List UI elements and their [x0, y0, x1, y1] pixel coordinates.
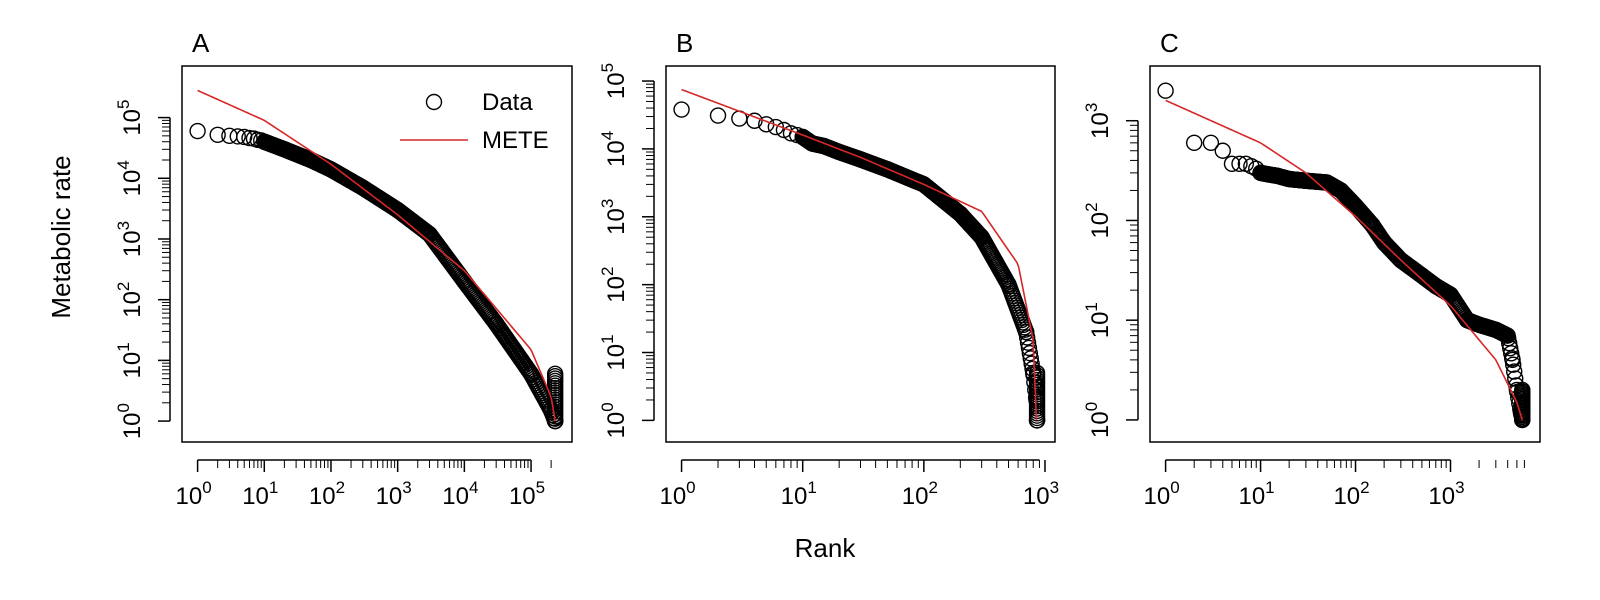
data-point [209, 126, 226, 144]
plot-frame [181, 65, 573, 443]
plot-frame [1149, 65, 1541, 443]
data-point [673, 101, 690, 118]
x-tick-label: 101 [1238, 478, 1274, 510]
data-point [221, 127, 238, 145]
y-tick-label: 101 [114, 342, 146, 378]
x-tick-label: 102 [902, 478, 938, 510]
data-points [673, 101, 1046, 429]
y-tick-label: 102 [114, 282, 146, 318]
data-points [1157, 82, 1531, 429]
y-tick-label: 100 [598, 402, 630, 438]
data-point [1504, 350, 1521, 367]
y-tick-label: 102 [1082, 202, 1114, 238]
x-tick-label: 103 [376, 478, 412, 510]
data-point [189, 122, 206, 140]
data-point [1022, 350, 1039, 367]
x-tick-label: 101 [781, 478, 817, 510]
y-tick-label: 104 [114, 160, 146, 196]
mete-line [1165, 99, 1524, 421]
data-point [709, 107, 727, 124]
y-tick-label: 101 [1082, 302, 1114, 338]
x-tick-label: 100 [659, 478, 695, 510]
y-tick-label: 102 [598, 267, 630, 303]
data-point [1018, 323, 1035, 341]
y-tick-label: 103 [598, 199, 630, 235]
data-point [229, 128, 246, 145]
data-point [1157, 82, 1174, 99]
panel-b: B 100 101 102 103 100 101 102 103 104 105 [598, 28, 1059, 510]
panels: A 100 101 102 103 104 105 100 101 102 103 104 105 Dat… [114, 28, 1541, 510]
data-point [546, 365, 564, 383]
y-axis-title: Metabolic rate [46, 155, 76, 318]
x-tick-label: 101 [242, 478, 278, 510]
data-point [1185, 134, 1203, 152]
data-point [1202, 134, 1220, 152]
data-point [1231, 155, 1248, 172]
y-tick-label: 105 [114, 99, 146, 135]
data-point [1514, 381, 1531, 399]
data-point [1502, 340, 1519, 357]
legend-label-data: Data [482, 89, 533, 116]
x-tick-label: 102 [309, 478, 345, 510]
data-point [1019, 334, 1037, 351]
x-tick-label: 104 [442, 478, 478, 510]
data-point [236, 128, 253, 146]
data-point [1503, 345, 1520, 362]
x-tick-label: 100 [1144, 478, 1180, 510]
data-point [1018, 329, 1036, 346]
y-tick-label: 101 [598, 334, 630, 370]
panel-title: B [676, 28, 693, 58]
y-tick-label: 104 [598, 131, 630, 167]
data-point [1028, 364, 1046, 382]
data-point [746, 112, 763, 129]
mete-line [681, 88, 1038, 421]
data-point [1214, 142, 1231, 159]
x-tick-label: 103 [1023, 478, 1059, 510]
y-tick-label: 100 [1082, 402, 1114, 438]
y-tick-label: 103 [1082, 103, 1114, 139]
x-axis-title: Rank [795, 533, 857, 563]
panel-c: C 100 101 102 103 100 101 102 103 [1082, 28, 1541, 510]
x-tick-label: 105 [509, 478, 545, 510]
legend-label-mete: METE [482, 127, 549, 154]
data-point [1505, 356, 1522, 373]
data-point [1506, 363, 1523, 380]
data-point [1223, 155, 1241, 172]
x-tick-label: 103 [1428, 478, 1464, 510]
data-point [1020, 339, 1038, 357]
y-tick-label: 103 [114, 221, 146, 257]
y-tick-label: 105 [598, 63, 630, 99]
panel-a: A 100 101 102 103 104 105 100 101 102 103 104 105 Dat… [114, 28, 573, 510]
panel-title: A [192, 28, 210, 58]
data-points [189, 122, 564, 430]
data-point [1021, 344, 1039, 362]
mete-line [197, 89, 556, 422]
panel-title: C [1160, 28, 1179, 58]
x-tick-label: 100 [176, 478, 212, 510]
plot-frame [665, 65, 1056, 443]
legend-marker-data [425, 93, 443, 111]
y-tick-label: 100 [114, 403, 146, 439]
legend: Data METE [400, 89, 549, 154]
x-tick-label: 102 [1333, 478, 1369, 510]
